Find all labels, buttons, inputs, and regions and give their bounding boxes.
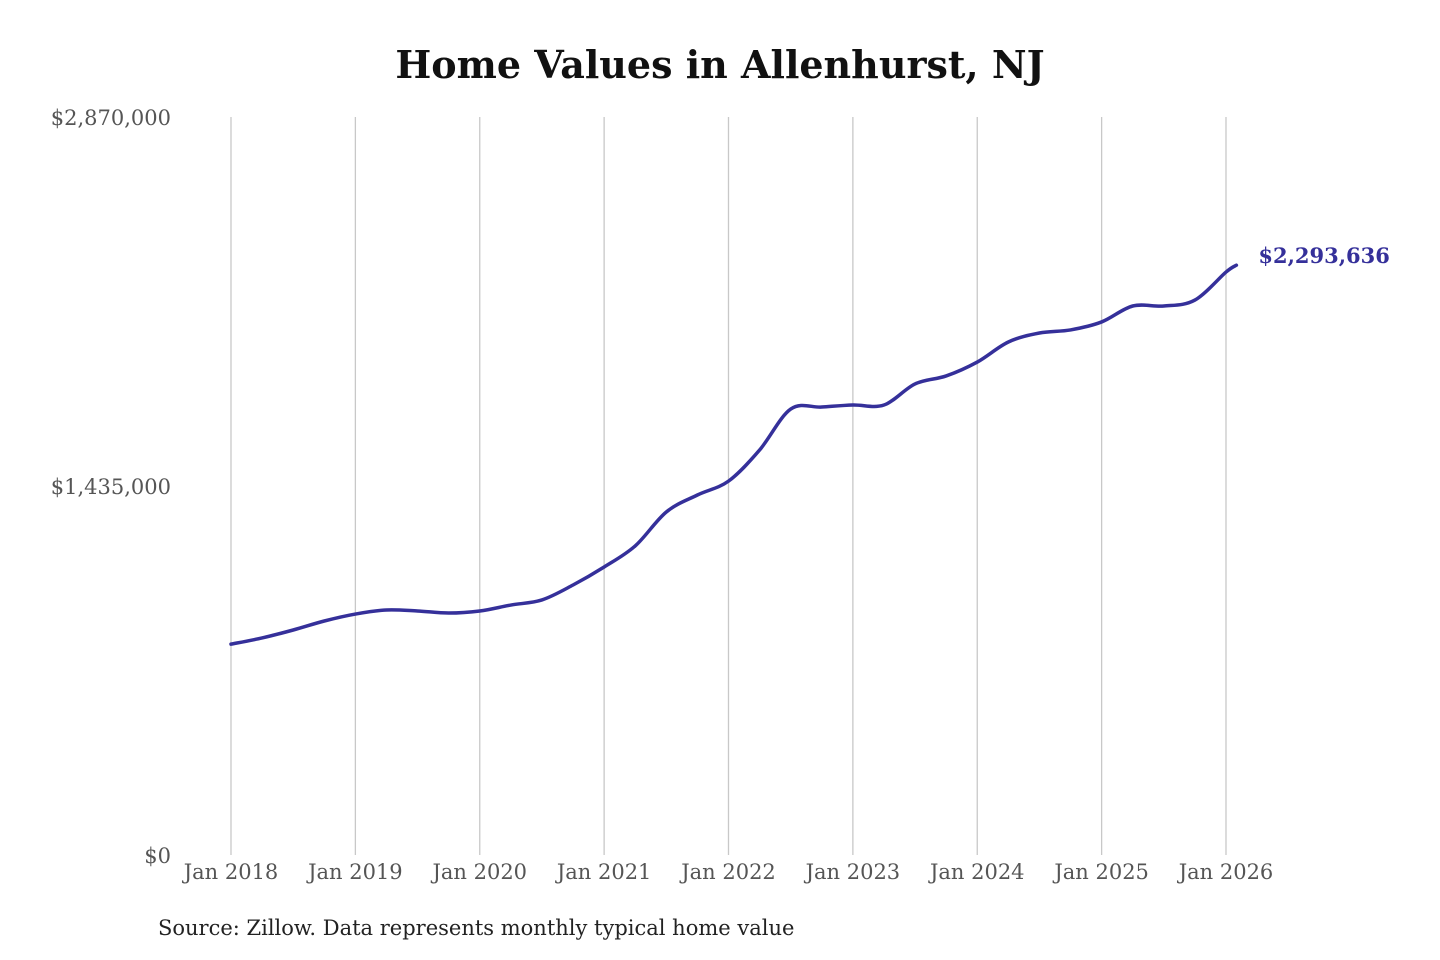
x-tick-label: Jan 2020 [430, 860, 527, 884]
x-tick-label: Jan 2024 [928, 860, 1025, 884]
x-tick-label: Jan 2018 [182, 860, 279, 884]
x-tick-label: Jan 2023 [804, 860, 901, 884]
y-tick-label: $0 [144, 844, 171, 868]
x-tick-label: Jan 2019 [306, 860, 403, 884]
x-tick-label: Jan 2021 [555, 860, 652, 884]
source-note: Source: Zillow. Data represents monthly … [158, 916, 795, 940]
end-value-label: $2,293,636 [1258, 243, 1390, 268]
x-tick-label: Jan 2022 [679, 860, 776, 884]
chart-title: Home Values in Allenhurst, NJ [395, 42, 1045, 87]
y-tick-label: $2,870,000 [51, 106, 171, 130]
x-tick-label: Jan 2026 [1177, 860, 1274, 884]
x-tick-label: Jan 2025 [1052, 860, 1149, 884]
y-tick-label: $1,435,000 [51, 475, 171, 499]
home-value-line [229, 263, 1239, 646]
